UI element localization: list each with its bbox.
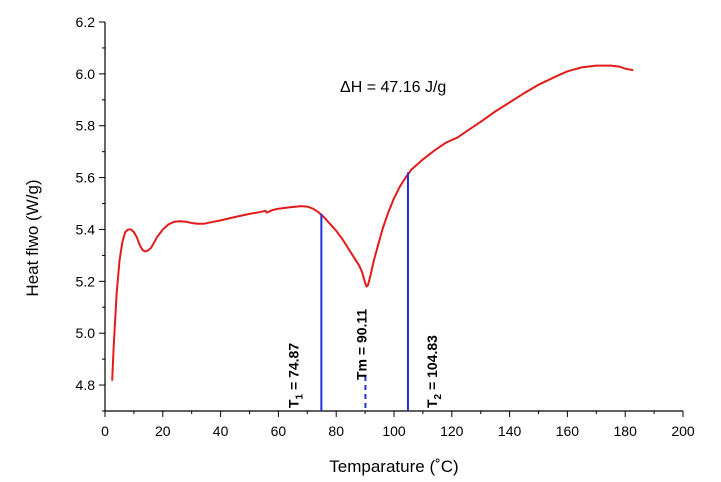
x-tick-label: 20 xyxy=(155,423,171,439)
x-tick-label: 60 xyxy=(271,423,287,439)
marker-label-tm: Tm = 90.11 xyxy=(353,309,369,380)
x-tick-label: 80 xyxy=(328,423,344,439)
x-tick-label: 0 xyxy=(101,423,109,439)
series-curve xyxy=(111,64,634,381)
x-tick-label: 100 xyxy=(382,423,406,439)
x-tick-label: 180 xyxy=(614,423,638,439)
y-tick-label: 6.0 xyxy=(76,66,96,82)
marker-label-t2: T2 = 104.83 xyxy=(424,335,444,408)
delta-h-annotation: ΔH = 47.16 J/g xyxy=(340,79,446,96)
x-axis-title: Temparature (˚C) xyxy=(329,457,458,476)
series-line-dsc xyxy=(111,64,634,381)
x-tick-label: 200 xyxy=(671,423,695,439)
x-tick-label: 140 xyxy=(498,423,522,439)
y-tick-label: 5.0 xyxy=(76,325,96,341)
marker-lines: T1 = 74.87 Tm = 90.11 T2 = 104.83 xyxy=(285,172,444,411)
y-axis-title: Heat flwo (W/g) xyxy=(23,179,42,296)
y-tick-label: 5.2 xyxy=(76,273,96,289)
y-tick-label: 5.6 xyxy=(76,170,96,186)
x-tick-label: 40 xyxy=(213,423,229,439)
x-tick-label: 120 xyxy=(440,423,464,439)
x-tick-label: 160 xyxy=(556,423,580,439)
y-tick-label: 5.8 xyxy=(76,118,96,134)
marker-label-t1: T1 = 74.87 xyxy=(285,343,305,408)
y-tick-label: 4.8 xyxy=(76,377,96,393)
y-tick-label: 6.2 xyxy=(76,14,96,30)
ticks: 0 20 40 60 80 100 120 140 160 180 200 4.8 5.0 5.2 5.4 5… xyxy=(76,14,695,439)
y-tick-label: 5.4 xyxy=(76,221,96,237)
